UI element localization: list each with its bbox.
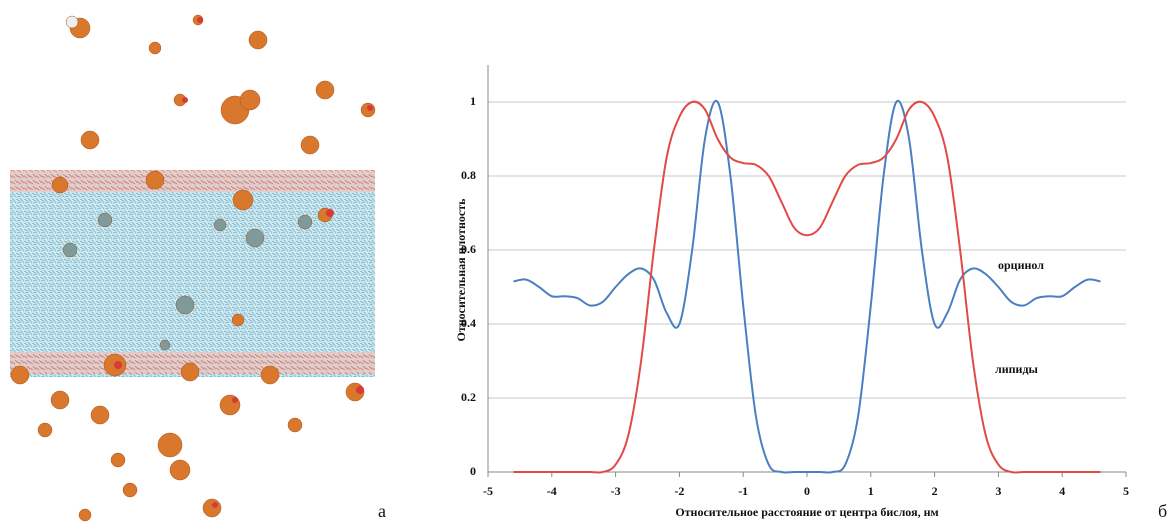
x-tick-label: -2 [674, 484, 684, 498]
x-tick-label: -1 [738, 484, 748, 498]
x-tick-label: 1 [868, 484, 874, 498]
molecules [10, 14, 376, 522]
x-tick-label: 5 [1123, 484, 1129, 498]
x-tick-label: 3 [995, 484, 1001, 498]
oxygen-atoms [114, 17, 373, 508]
x-tick-label: 2 [932, 484, 938, 498]
x-tick-label: 0 [804, 484, 810, 498]
panel-label: б [1158, 501, 1167, 521]
x-tick-label: -4 [547, 484, 557, 498]
bilayer [10, 172, 375, 377]
series-label: липиды [995, 362, 1039, 376]
molecular-image [10, 14, 376, 522]
y-tick-label: 0.8 [461, 168, 476, 182]
y-tick-label: 0.4 [461, 316, 476, 330]
y-tick-label: 1 [470, 94, 476, 108]
series-label: орцинол [998, 258, 1044, 272]
x-tick-label: -3 [611, 484, 621, 498]
y-tick-label: 0.6 [461, 242, 476, 256]
head-groups-top [10, 170, 375, 192]
line [513, 100, 1101, 474]
y-axis-label: Относительная плотность [454, 198, 468, 342]
line [513, 99, 1101, 474]
x-tick-label: -5 [483, 484, 493, 498]
x-axis-label: Относительное расстояние от центра бисло… [675, 505, 938, 519]
x-tick-label: 4 [1059, 484, 1065, 498]
y-tick-label: 0.2 [461, 390, 476, 404]
panel-label: а [378, 501, 386, 521]
head-groups-bottom [10, 352, 375, 374]
y-tick-label: 0 [470, 464, 476, 478]
